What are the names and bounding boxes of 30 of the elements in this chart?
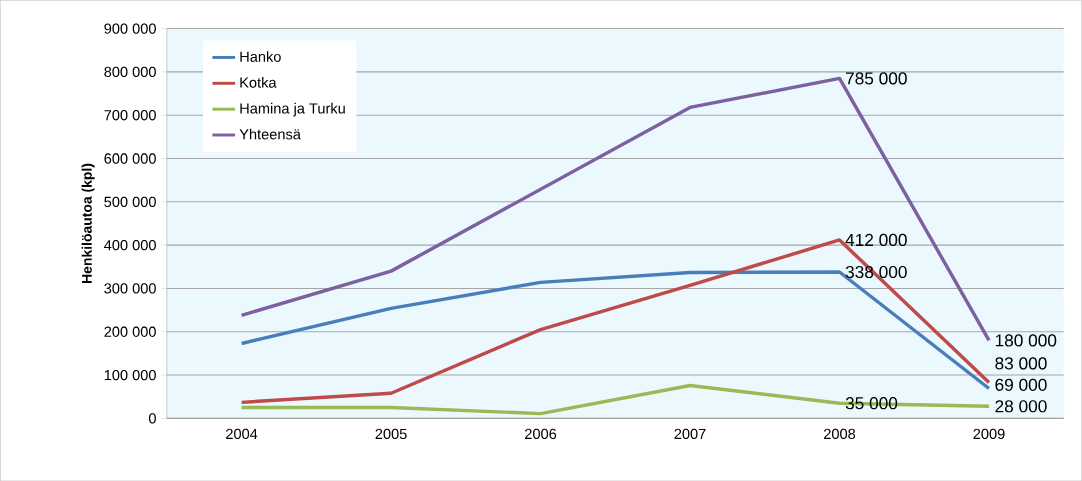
data-label: 35 000 — [845, 396, 898, 410]
y-tick-label: 200 000 — [104, 326, 156, 337]
data-label: 69 000 — [995, 378, 1047, 391]
y-tick-label: 800 000 — [104, 66, 156, 77]
legend-label: Kotka — [240, 76, 277, 88]
legend-label: Yhteensä — [239, 128, 301, 140]
line-series — [239, 383, 991, 416]
x-tick-label: 2006 — [525, 428, 557, 439]
x-tick-label: 2009 — [973, 428, 1005, 439]
data-label: 412 000 — [845, 233, 907, 246]
data-label: 180 000 — [995, 334, 1057, 347]
data-label: 28 000 — [995, 400, 1047, 413]
x-tick-label: 2007 — [674, 428, 706, 439]
y-tick-label: 900 000 — [104, 23, 156, 34]
data-label: 338 000 — [845, 265, 907, 278]
x-tick-label: 2004 — [226, 428, 258, 439]
y-tick-label: 500 000 — [104, 196, 156, 207]
legend-label: Hamina ja Turku — [240, 102, 345, 117]
y-tick-label: 600 000 — [104, 153, 156, 164]
data-label: 83 000 — [995, 357, 1047, 370]
x-tick-label: 2005 — [375, 428, 407, 439]
legend-label: Hanko — [240, 51, 281, 62]
y-tick-label: 0 — [148, 413, 156, 424]
x-tick-label: 2008 — [824, 428, 856, 439]
y-tick-label: 300 000 — [104, 283, 156, 294]
y-tick-label: 100 000 — [104, 369, 156, 381]
data-label: 785 000 — [845, 72, 907, 85]
y-tick-label: 400 000 — [104, 239, 156, 251]
y-tick-label: 700 000 — [104, 109, 156, 121]
y-axis-title: Henkilöautoa (kpl) — [81, 163, 95, 283]
